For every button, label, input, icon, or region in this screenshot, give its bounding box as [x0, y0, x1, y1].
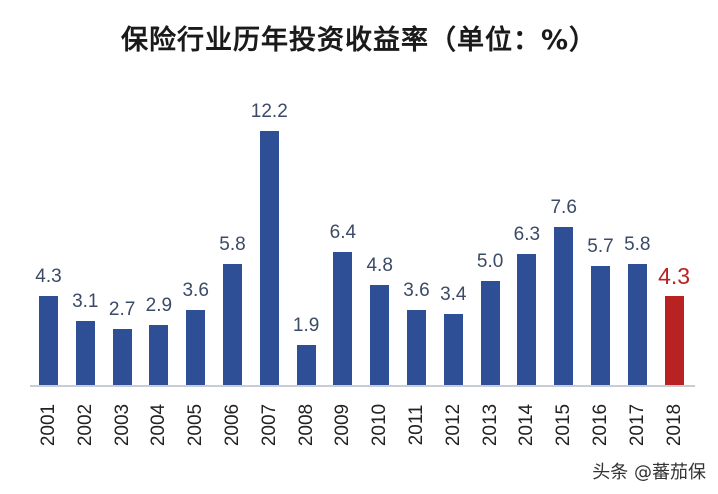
- x-tick-label: 2014: [516, 403, 538, 447]
- value-label: 5.8: [219, 234, 246, 256]
- x-tick-label: 2001: [38, 403, 59, 447]
- bar-2004: [149, 324, 169, 385]
- x-tick-label: 2018: [663, 403, 685, 447]
- bar-2013: [480, 281, 500, 385]
- bar-2011: [407, 310, 426, 385]
- x-tick-label: 2009: [332, 403, 354, 447]
- x-tick-label: 2012: [442, 403, 464, 447]
- x-tick-label: 2007: [258, 403, 280, 447]
- value-label: 2.9: [145, 294, 173, 316]
- bar-2010: [370, 285, 390, 385]
- x-tick-label: 2008: [295, 403, 317, 447]
- bar-2008: [296, 345, 316, 385]
- value-label: 3.4: [440, 284, 467, 306]
- bar-2002: [75, 320, 95, 385]
- watermark: 头条 @蕃茄保: [592, 462, 706, 483]
- value-label: 5.7: [587, 236, 614, 258]
- bar-2003: [112, 328, 132, 385]
- value-label: 5.0: [476, 251, 504, 272]
- value-label: 7.6: [550, 196, 577, 218]
- bar-2012: [443, 314, 463, 385]
- value-label: 3.1: [72, 290, 99, 312]
- value-label: 4.3: [658, 262, 691, 289]
- x-tick-label: 2011: [406, 404, 427, 446]
- x-tick-label: 2005: [185, 403, 207, 447]
- value-label: 3.6: [182, 280, 209, 302]
- bar-2015: [554, 226, 574, 385]
- bar-2009: [333, 251, 353, 385]
- x-tick-label: 2003: [111, 403, 133, 447]
- value-label: 4.8: [366, 255, 393, 277]
- x-tick-label: 2010: [369, 403, 391, 447]
- x-tick-label: 2013: [479, 403, 501, 447]
- bar-2007: [259, 131, 279, 385]
- value-label: 6.3: [513, 223, 541, 245]
- bar-2018: [664, 295, 684, 385]
- value-label: 4.3: [35, 265, 62, 287]
- chart-title: 保险行业历年投资收益率（单位：%）: [120, 25, 598, 56]
- bar-2001: [39, 295, 58, 385]
- value-label: 2.7: [108, 298, 136, 320]
- x-axis-line: [30, 385, 695, 387]
- bar-2017: [627, 264, 647, 385]
- value-label: 12.2: [250, 101, 288, 123]
- bar-2005: [186, 310, 206, 385]
- bar-2014: [517, 253, 537, 385]
- value-label: 6.4: [329, 221, 357, 243]
- value-label: 5.8: [624, 234, 651, 256]
- x-tick-label: 2004: [148, 403, 170, 447]
- x-tick-label: 2006: [222, 403, 243, 447]
- x-tick-label: 2017: [626, 403, 648, 447]
- x-tick-label: 2016: [590, 403, 611, 447]
- x-tick-label: 2002: [74, 403, 96, 447]
- x-tick-label: 2015: [553, 403, 575, 447]
- bar-2016: [591, 266, 610, 385]
- bar-2006: [223, 264, 242, 385]
- value-label: 3.6: [403, 280, 430, 302]
- value-label: 1.9: [292, 315, 320, 337]
